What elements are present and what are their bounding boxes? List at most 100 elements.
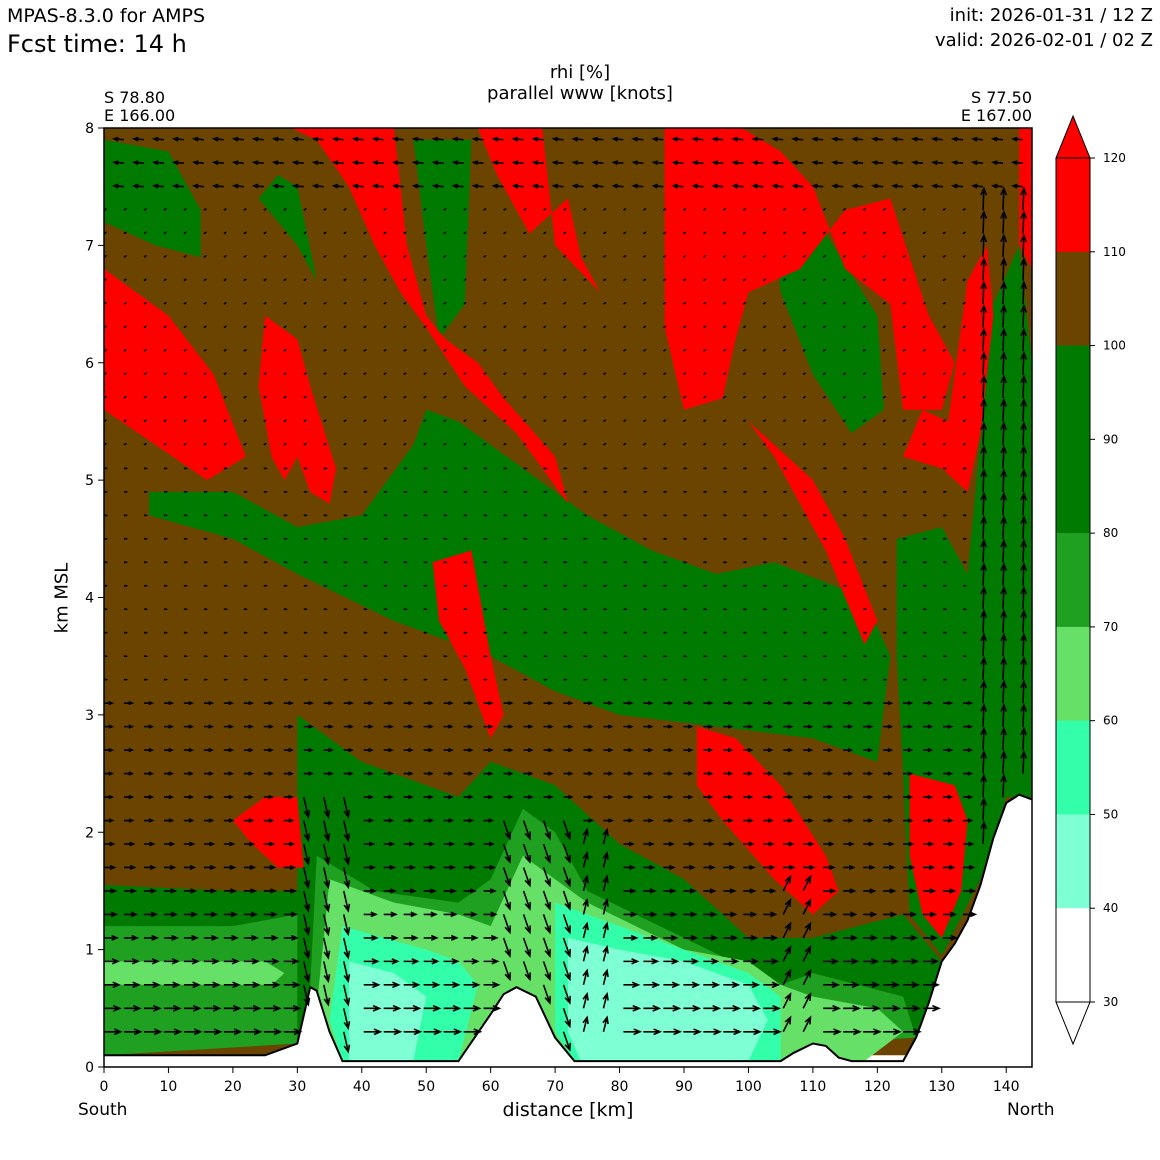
wind-vector — [163, 747, 175, 753]
wind-vector — [223, 841, 236, 847]
wind-vector — [943, 841, 955, 847]
wind-vector — [942, 255, 947, 258]
wind-vector — [322, 914, 331, 937]
wind-vector — [863, 655, 868, 658]
wind-vector — [1000, 280, 1008, 305]
wind-vector — [931, 136, 944, 142]
wind-vector — [522, 961, 532, 982]
wind-vector — [451, 183, 464, 189]
wind-vector — [243, 934, 259, 941]
wind-vector — [623, 561, 628, 564]
wind-vector — [823, 584, 828, 587]
wind-vector — [423, 888, 437, 894]
wind-vector — [742, 302, 747, 305]
wind-vector — [803, 841, 815, 847]
wind-vector — [762, 278, 767, 282]
wind-vector — [143, 255, 148, 258]
wind-vector — [563, 584, 568, 587]
wind-vector — [703, 584, 708, 587]
wind-vector — [563, 608, 568, 611]
wind-vector — [1011, 183, 1024, 189]
wind-vector — [223, 395, 228, 399]
wind-vector — [843, 561, 848, 564]
wind-vector — [463, 490, 468, 493]
wind-vector — [583, 561, 588, 564]
wind-vector — [543, 794, 554, 800]
wind-vector — [923, 467, 928, 470]
wind-vector — [343, 278, 347, 282]
wind-vector — [563, 747, 574, 753]
wind-vector — [323, 655, 328, 658]
wind-vector — [562, 843, 572, 864]
wind-vector — [843, 981, 861, 989]
wind-vector — [163, 864, 177, 871]
wind-vector — [843, 631, 848, 634]
wind-vector — [980, 256, 988, 281]
wind-vector — [802, 874, 812, 892]
wind-vector — [263, 208, 268, 211]
wind-vector — [503, 561, 508, 564]
wind-vector — [862, 372, 867, 376]
wind-vector — [423, 349, 427, 352]
wind-vector — [132, 136, 145, 142]
wind-vector — [1000, 538, 1008, 563]
north-label: North — [1007, 1100, 1055, 1120]
wind-vector — [322, 796, 331, 819]
wind-vector — [823, 678, 828, 681]
wind-vector — [683, 678, 688, 681]
wind-vector — [703, 608, 708, 611]
wind-vector — [123, 325, 128, 329]
wind-vector — [343, 678, 348, 681]
wind-vector — [363, 490, 368, 493]
wind-vector — [1011, 160, 1024, 166]
wind-vector — [963, 514, 968, 517]
wind-vector — [483, 514, 488, 517]
wind-vector — [980, 397, 988, 422]
wind-vector — [543, 561, 548, 564]
wind-vector — [443, 934, 459, 941]
wind-vector — [163, 255, 168, 258]
wind-vector — [603, 395, 607, 399]
wind-vector — [163, 349, 168, 352]
wind-vector — [862, 255, 867, 258]
wind-vector — [843, 490, 848, 493]
wind-vector — [743, 655, 748, 658]
wind-vector — [543, 678, 548, 681]
wind-vector — [863, 467, 868, 470]
wind-vector — [980, 327, 988, 352]
wind-vector — [423, 584, 428, 587]
wind-vector — [303, 349, 307, 352]
wind-vector — [123, 700, 135, 706]
wind-vector — [363, 747, 374, 753]
wind-vector — [943, 771, 954, 776]
wind-vector — [702, 349, 707, 352]
wind-vector — [203, 747, 215, 753]
wind-vector — [702, 395, 707, 399]
wind-vector — [722, 302, 727, 305]
wind-vector — [622, 278, 627, 282]
wind-vector — [491, 136, 504, 142]
wind-vector — [263, 724, 274, 729]
wind-vector — [471, 160, 484, 166]
wind-vector — [303, 655, 308, 658]
wind-vector — [1000, 468, 1008, 492]
wind-vector — [403, 818, 415, 823]
wind-vector — [503, 771, 514, 776]
wind-vector — [203, 841, 216, 847]
wind-vector — [403, 655, 408, 658]
wind-vector — [403, 255, 407, 258]
wind-vector — [782, 945, 792, 962]
wind-vector — [383, 255, 387, 258]
wind-vector — [782, 372, 787, 376]
wind-vector — [302, 890, 311, 913]
wind-vector — [723, 678, 728, 681]
wind-vector — [443, 841, 456, 847]
wind-vector — [811, 160, 824, 166]
wind-vector — [903, 631, 908, 634]
wind-vector — [163, 561, 169, 564]
wind-vector — [183, 514, 189, 517]
wind-vector — [104, 911, 119, 918]
wind-vector — [963, 608, 968, 611]
wind-vector — [383, 888, 397, 894]
wind-vector — [343, 561, 348, 564]
